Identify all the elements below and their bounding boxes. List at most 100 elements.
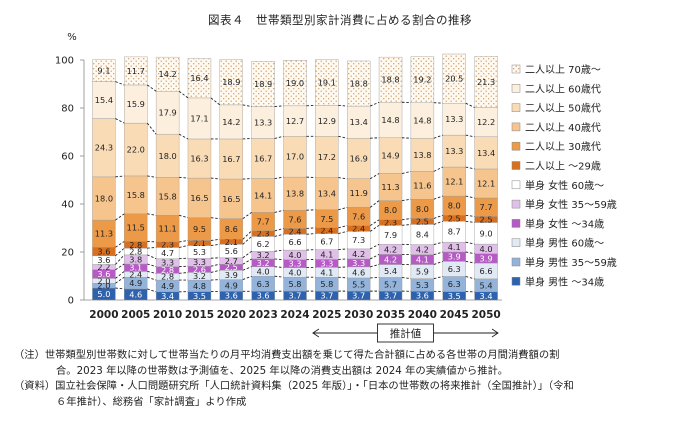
connector-line bbox=[401, 276, 411, 280]
connector-line bbox=[338, 206, 348, 211]
data-label: 15.8 bbox=[158, 191, 176, 201]
data-label: 4.6 bbox=[352, 267, 365, 277]
data-label: 3.3 bbox=[161, 258, 174, 268]
data-label: 22.0 bbox=[127, 145, 145, 155]
data-label: 13.4 bbox=[350, 117, 368, 127]
connector-line bbox=[369, 243, 380, 250]
data-label: 9.5 bbox=[193, 224, 206, 234]
connector-line bbox=[147, 175, 157, 178]
connector-line bbox=[210, 238, 220, 241]
data-label: 6.7 bbox=[320, 237, 333, 247]
projection-bracket: 推計値 bbox=[312, 323, 499, 343]
connector-line bbox=[210, 269, 220, 273]
connector-line bbox=[274, 228, 284, 232]
connector-line bbox=[433, 260, 443, 265]
data-label: 6.3 bbox=[448, 279, 461, 289]
connector-line bbox=[179, 176, 188, 179]
x-tick-label: 2005 bbox=[121, 309, 150, 321]
connector-line bbox=[433, 166, 443, 172]
data-label: 14.8 bbox=[381, 115, 399, 125]
data-label: 7.9 bbox=[384, 230, 397, 240]
connector-line bbox=[369, 173, 380, 180]
data-label: 7.3 bbox=[352, 235, 365, 245]
data-label: 3.5 bbox=[448, 291, 461, 301]
data-label: 3.6 bbox=[416, 291, 429, 301]
connector-line bbox=[465, 220, 475, 223]
data-label: 21.3 bbox=[477, 77, 495, 87]
connector-line bbox=[115, 271, 125, 279]
data-label: 5.3 bbox=[193, 247, 206, 257]
data-label: 4.0 bbox=[257, 266, 270, 276]
connector-line bbox=[147, 276, 157, 281]
data-label: 13.8 bbox=[286, 189, 304, 199]
data-label: 4.9 bbox=[129, 278, 142, 288]
data-label: 6.6 bbox=[288, 237, 301, 247]
data-label: 3.5 bbox=[193, 291, 206, 301]
data-label: 3.2 bbox=[193, 271, 206, 281]
data-label: 16.5 bbox=[222, 194, 240, 204]
data-label: 2.4 bbox=[320, 226, 333, 236]
data-label: 3.7 bbox=[320, 291, 333, 301]
connector-line bbox=[210, 217, 220, 220]
connector-line bbox=[210, 263, 220, 267]
data-label: 9.0 bbox=[480, 228, 493, 238]
data-label: 3.6 bbox=[97, 269, 110, 279]
data-label: 2.2 bbox=[97, 262, 110, 272]
y-tick-label: 80 bbox=[61, 104, 74, 115]
data-label: 5.3 bbox=[416, 280, 429, 290]
data-label: 2.5 bbox=[448, 213, 461, 223]
x-tick-label: 2025 bbox=[312, 309, 341, 321]
data-label: 3.7 bbox=[288, 291, 301, 301]
bar-segment bbox=[283, 60, 307, 107]
projection-label: 推計値 bbox=[390, 327, 422, 340]
data-label: 6.3 bbox=[257, 279, 270, 289]
connector-line bbox=[115, 241, 125, 248]
connector-line bbox=[242, 212, 252, 220]
data-label: 14.8 bbox=[413, 115, 431, 125]
data-label: 3.3 bbox=[193, 257, 206, 267]
data-label: 7.7 bbox=[480, 202, 493, 212]
data-label: 6.2 bbox=[257, 239, 270, 249]
connector-line bbox=[115, 213, 125, 221]
legend-swatch bbox=[511, 64, 521, 74]
data-label: 5.4 bbox=[480, 280, 493, 290]
data-label: 15.9 bbox=[127, 99, 145, 109]
connector-line bbox=[274, 233, 284, 237]
connector-line bbox=[465, 214, 475, 217]
bar-segment bbox=[219, 59, 244, 106]
data-label: 24.3 bbox=[95, 143, 113, 153]
connector-line bbox=[242, 275, 252, 281]
connector-line bbox=[401, 170, 411, 174]
data-label: 2.3 bbox=[384, 218, 397, 228]
data-label: 2.5 bbox=[225, 262, 238, 272]
bar-segment bbox=[378, 56, 403, 103]
connector-line bbox=[465, 134, 475, 138]
notes: （注）世帯類型別世帯数に対して世帯当たりの月平均消費支出額を乗じて得た合計額に占… bbox=[14, 348, 674, 410]
connector-line bbox=[306, 227, 316, 229]
data-label: 11.6 bbox=[413, 180, 431, 190]
data-label: 3.6 bbox=[225, 291, 238, 301]
data-label: 12.7 bbox=[286, 116, 304, 126]
connector-line bbox=[274, 176, 284, 180]
note-line: （注）世帯類型別世帯数に対して世帯当たりの月平均消費支出額を乗じて得た合計額に占… bbox=[14, 349, 560, 361]
data-label: 3.7 bbox=[384, 291, 397, 301]
connector-line bbox=[369, 224, 380, 232]
data-label: 5.5 bbox=[352, 280, 365, 290]
source-line: ６年推計）、総務省「家計調査」より作成 bbox=[56, 395, 247, 408]
x-axis: 2000 2005 2010 2015 2020 2023 2024 2025 2030 2035… bbox=[89, 309, 500, 321]
data-label: 2.6 bbox=[193, 264, 206, 274]
data-label: 2.8 bbox=[129, 240, 142, 250]
connector-line bbox=[115, 287, 125, 290]
data-label: 4.6 bbox=[129, 289, 142, 299]
data-label: 3.2 bbox=[257, 258, 270, 268]
connector-line bbox=[433, 220, 443, 225]
data-label: 7.7 bbox=[257, 217, 270, 227]
data-label: 4.0 bbox=[480, 244, 493, 254]
source-line: （資料）国立社会保障・人口問題研究所「人口統計資料集（2025 年版）」・「日本… bbox=[14, 380, 574, 392]
connector-line bbox=[147, 84, 157, 92]
data-label: 5.6 bbox=[225, 246, 238, 256]
data-label: 4.2 bbox=[384, 254, 397, 264]
connector-line bbox=[338, 276, 348, 279]
legend-swatch bbox=[511, 238, 521, 247]
connector-line bbox=[370, 264, 380, 268]
